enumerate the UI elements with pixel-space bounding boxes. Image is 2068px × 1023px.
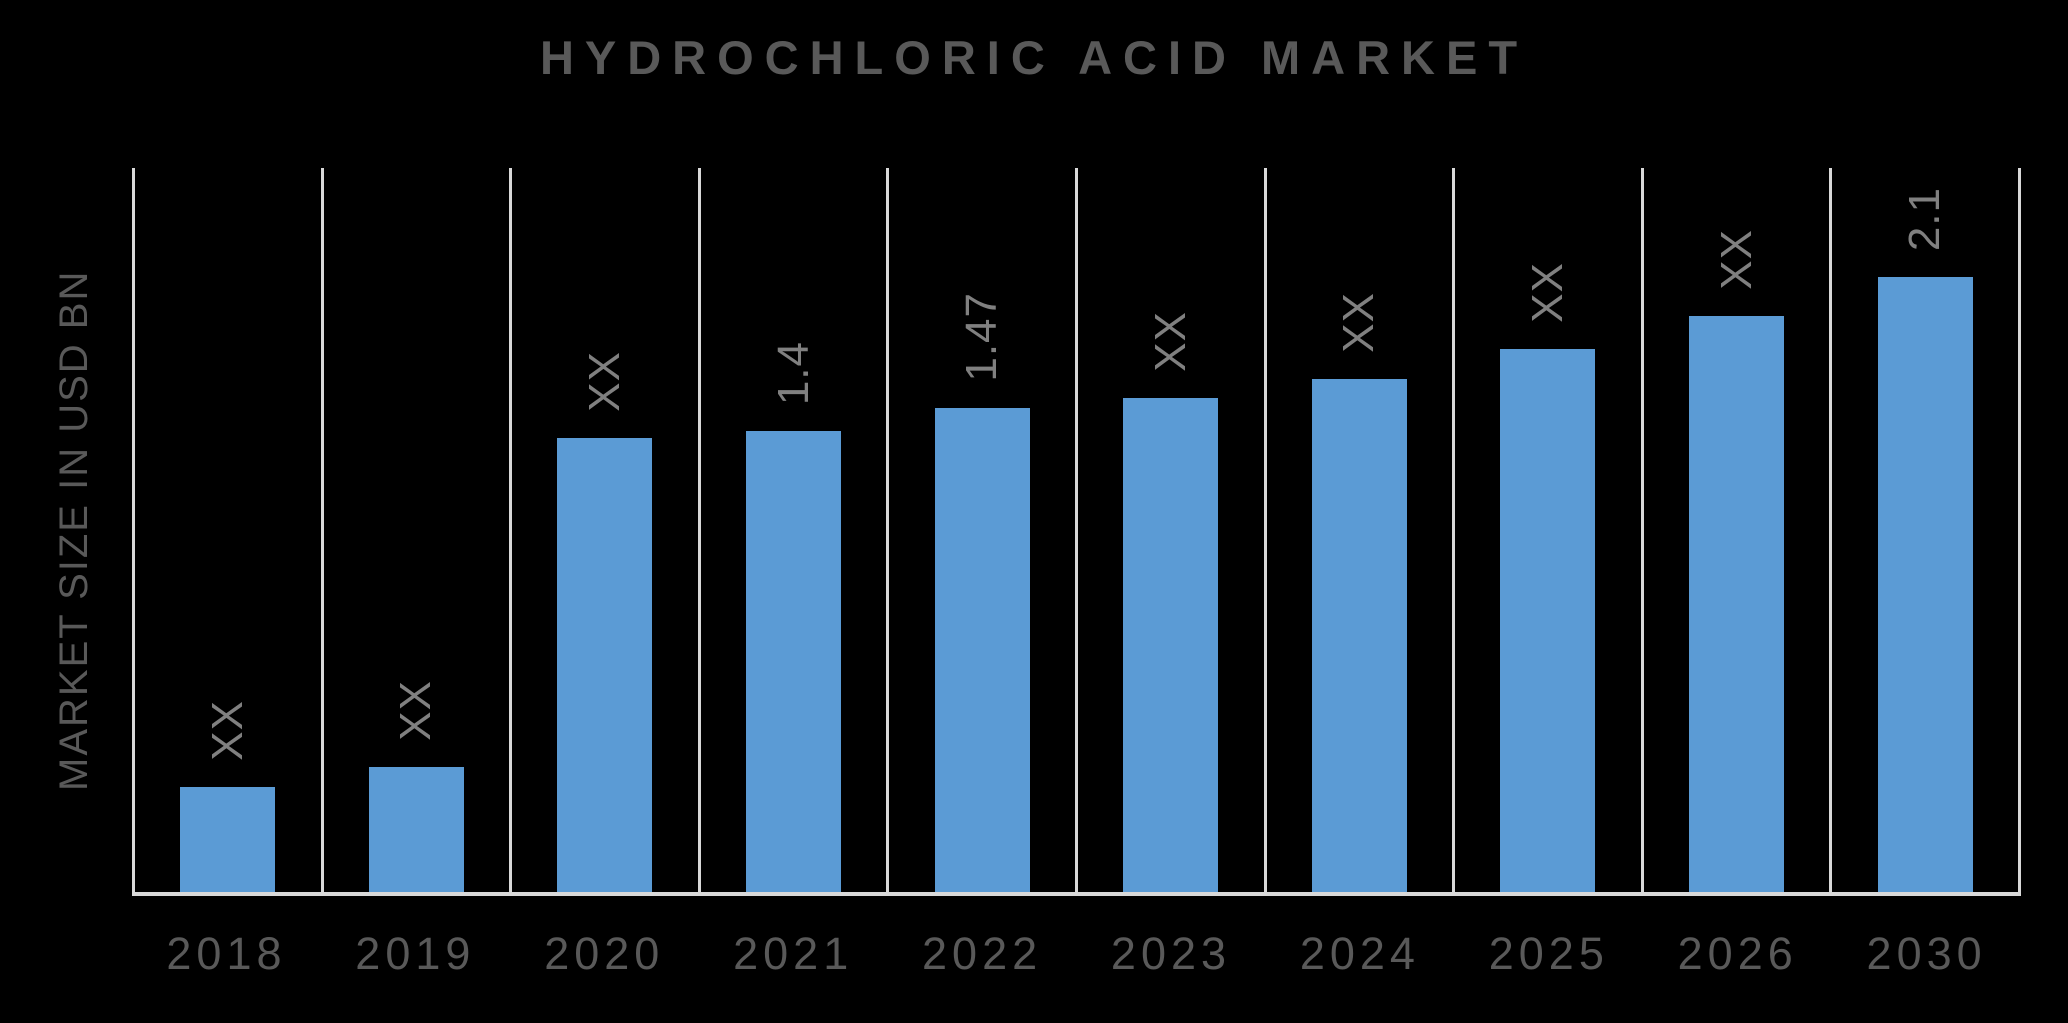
- chart-title: HYDROCHLORIC ACID MARKET: [539, 31, 1529, 84]
- bar-column: XX: [1452, 168, 1641, 892]
- x-axis-tick-label: 2026: [1677, 928, 1798, 979]
- bar-value-label: 1.47: [957, 292, 1007, 382]
- x-axis-tick-label: 2022: [922, 928, 1043, 979]
- bar-value-label: XX: [579, 351, 629, 412]
- bar: [1689, 316, 1785, 892]
- bar: [934, 408, 1030, 892]
- bar-value-label: 2.1: [1900, 186, 1950, 251]
- bar-value-label: 1.4: [768, 340, 818, 405]
- bar: [1311, 379, 1407, 892]
- bar-column: XX: [320, 168, 510, 892]
- bar: [746, 431, 842, 892]
- bar-column: XX: [509, 168, 698, 892]
- bar-column: XX: [1074, 168, 1264, 892]
- bar: [1877, 277, 1973, 892]
- x-axis-labels: 2018 2019 2020 2021 2022 2023 2024 2025 2026 2030: [132, 928, 2021, 980]
- x-axis-tick-label: 2024: [1299, 928, 1420, 979]
- bar-column: XX: [1640, 168, 1830, 892]
- bar-column: 2.1: [1829, 168, 2018, 892]
- bar-value-label: XX: [1145, 311, 1195, 372]
- x-axis-tick-label: 2020: [544, 928, 665, 979]
- bar-column: 1.4: [697, 168, 887, 892]
- x-axis-tick-label: 2030: [1866, 928, 1987, 979]
- bar-column: 1.47: [886, 168, 1075, 892]
- bar-value-label: XX: [1334, 292, 1384, 353]
- bar: [1500, 349, 1596, 892]
- bar-value-label: XX: [1522, 262, 1572, 323]
- x-axis-tick-label: 2021: [733, 928, 854, 979]
- bar: [368, 767, 464, 892]
- bar: [180, 787, 276, 892]
- bar-value-label: XX: [391, 680, 441, 741]
- bar-value-label: XX: [1711, 229, 1761, 290]
- x-axis-tick-label: 2018: [166, 928, 287, 979]
- bar-column: XX: [1263, 168, 1453, 892]
- x-axis-tick-label: 2025: [1488, 928, 1609, 979]
- y-axis-title: MARKET SIZE IN USD BN: [52, 269, 96, 791]
- bar: [557, 438, 653, 892]
- x-axis-tick-label: 2019: [355, 928, 476, 979]
- plot-area: XX XX XX 1.4 1.47 XX XX XX XX 2.1: [132, 168, 2021, 896]
- x-axis-tick-label: 2023: [1110, 928, 1232, 979]
- bar-column: XX: [132, 168, 321, 892]
- bar: [1123, 398, 1219, 892]
- bar-value-label: XX: [202, 700, 252, 761]
